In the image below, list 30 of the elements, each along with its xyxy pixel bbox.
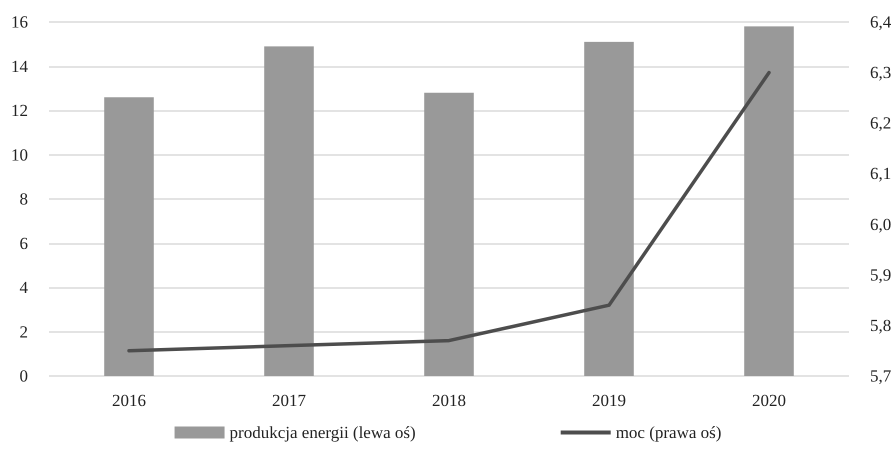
x-tick-label: 2019 <box>592 391 626 410</box>
bar <box>744 26 794 376</box>
x-tick-label: 2020 <box>752 391 786 410</box>
bar <box>424 92 474 376</box>
y2-tick-label: 6,1 <box>870 164 892 184</box>
bar <box>264 46 314 376</box>
y-tick-label: 6 <box>20 234 28 253</box>
y-tick-label: 16 <box>11 12 28 32</box>
bar <box>104 97 154 376</box>
y-tick-label: 12 <box>11 101 28 120</box>
x-tick-label: 2017 <box>272 391 306 410</box>
legend-label: produkcja energii (lewa oś) <box>230 423 416 442</box>
y2-tick-label: 6,3 <box>870 63 892 82</box>
y2-tick-label: 5,8 <box>870 316 892 335</box>
bar <box>584 42 634 376</box>
y2-tick-label: 5,9 <box>870 265 892 284</box>
line-series <box>127 70 771 352</box>
y-tick-label: 8 <box>20 190 28 208</box>
y-tick-label: 4 <box>20 278 28 297</box>
y2-tick-label: 5,7 <box>870 366 892 386</box>
y-tick-label: 0 <box>20 366 28 386</box>
x-tick-label: 2016 <box>112 391 146 410</box>
y2-tick-label: 6,2 <box>870 114 892 133</box>
legend-label: moc (prawa oś) <box>616 423 722 442</box>
x-tick-label: 2018 <box>432 391 466 410</box>
y2-tick-label: 6,4 <box>870 12 892 32</box>
y-tick-label: 14 <box>11 56 28 76</box>
y2-tick-label: 6,0 <box>870 214 892 234</box>
y-tick-label: 2 <box>20 322 28 342</box>
y-tick-label: 10 <box>11 145 28 164</box>
